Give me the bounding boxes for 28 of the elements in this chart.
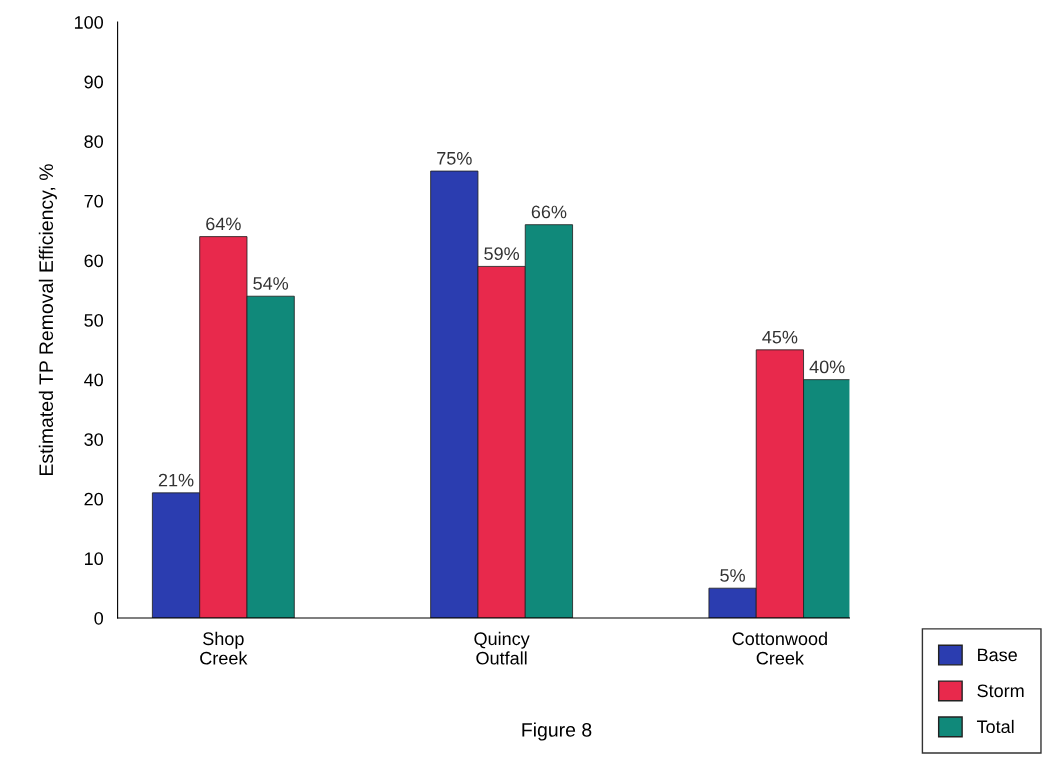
y-tick-label: 20 — [84, 492, 104, 506]
y-axis-title: Estimated TP Removal Efficiency, % — [38, 164, 57, 475]
data-label: 54% — [253, 277, 289, 290]
y-tick-label: 0 — [94, 611, 104, 625]
y-tick-label: 60 — [84, 254, 104, 268]
x-tick-label: Cottonwood Creek — [732, 631, 827, 665]
y-tick-label: 70 — [84, 194, 104, 208]
x-tick-label: Shop Creek — [200, 631, 248, 665]
data-label: 5% — [720, 569, 745, 582]
legend-label: Total — [976, 719, 1014, 734]
y-tick-label: 50 — [84, 313, 104, 327]
data-label: 66% — [531, 205, 567, 219]
y-tick-label: 80 — [84, 135, 104, 148]
y-tick-label: 10 — [85, 552, 104, 566]
data-label: 59% — [484, 247, 520, 261]
data-label: 40% — [809, 360, 845, 374]
x-tick-label: Quincy Outfall — [474, 631, 530, 665]
y-tick-label: 40 — [84, 373, 104, 387]
legend-label: Storm — [977, 684, 1024, 698]
caption: Figure 8 — [522, 722, 592, 741]
data-label: 64% — [206, 217, 241, 231]
y-tick-label: 30 — [84, 433, 104, 446]
data-label: 75% — [437, 152, 472, 165]
data-label: 45% — [762, 330, 798, 344]
data-label: 21% — [158, 473, 194, 487]
legend-label: Base — [978, 648, 1017, 662]
y-tick-label: 90 — [84, 75, 104, 89]
y-tick-label: 100 — [74, 16, 104, 29]
